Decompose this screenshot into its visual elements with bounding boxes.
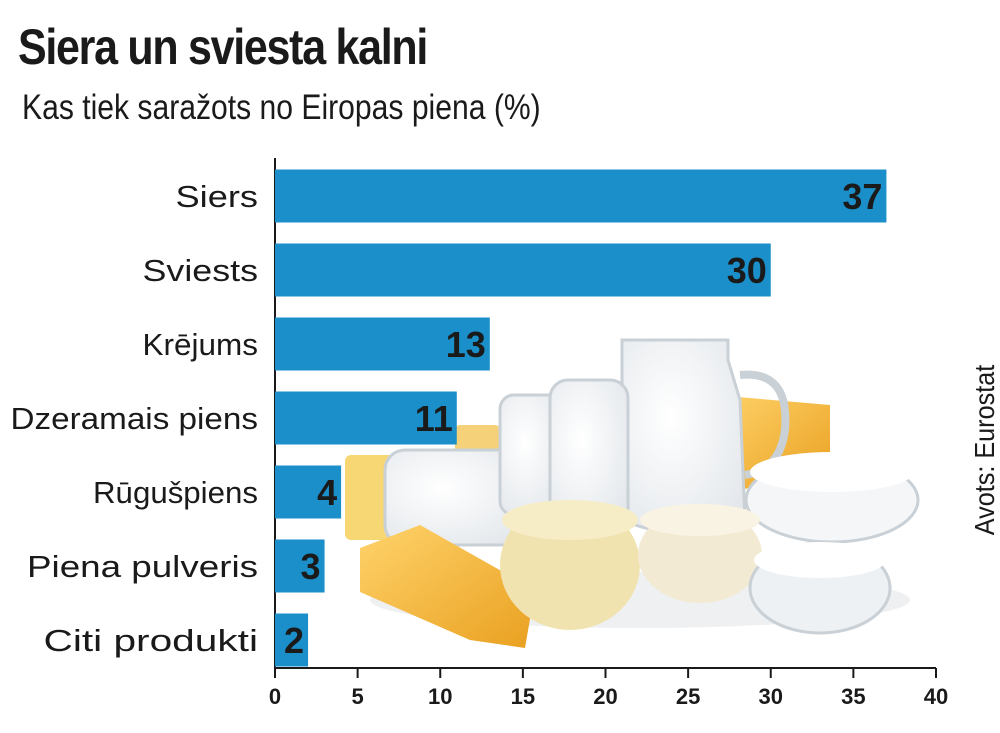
category-label: Piena pulveris — [27, 549, 258, 584]
x-tick-label: 5 — [352, 684, 364, 709]
bar — [275, 539, 325, 593]
value-label: 37 — [842, 176, 882, 217]
category-label: Rūgušpiens — [93, 475, 258, 510]
value-label: 11 — [415, 398, 453, 439]
category-labels: Siers Sviests Krējums Dzeramais piens Rūgušp… — [11, 179, 259, 658]
value-label: 13 — [446, 324, 486, 365]
chart-title: Siera un sviesta kalni — [18, 19, 428, 75]
x-tick-label: 10 — [428, 684, 452, 709]
category-label: Sviests — [143, 253, 259, 288]
category-label: Siers — [176, 179, 259, 214]
value-label: 2 — [284, 620, 304, 661]
value-label: 30 — [727, 250, 767, 291]
dairy-products-illustration — [345, 338, 920, 648]
x-tick-label: 15 — [511, 684, 535, 709]
x-tick-label: 25 — [676, 684, 700, 709]
bar — [275, 243, 771, 297]
bar — [275, 317, 490, 371]
x-tick-label: 30 — [759, 684, 783, 709]
x-tick-label: 40 — [924, 684, 948, 709]
source-note: Avots: Eurostat — [969, 364, 1000, 536]
x-tick-label: 35 — [841, 684, 865, 709]
bar — [275, 169, 887, 223]
x-tick-label: 20 — [593, 684, 617, 709]
value-labels: 37 30 13 11 4 3 2 — [284, 176, 882, 661]
bars-group — [275, 169, 887, 667]
value-label: 4 — [317, 472, 337, 513]
x-tick-label: 0 — [269, 684, 281, 709]
category-label: Krējums — [143, 327, 259, 362]
value-label: 3 — [301, 546, 321, 587]
category-label: Citi produkti — [44, 623, 259, 658]
x-axis: 0 5 10 15 20 25 30 35 40 — [269, 668, 948, 709]
bar — [275, 613, 309, 667]
bar — [275, 465, 342, 519]
category-label: Dzeramais piens — [11, 401, 259, 436]
chart-subtitle: Kas tiek saražots no Eiropas piena (%) — [22, 88, 541, 127]
bar — [275, 391, 457, 445]
